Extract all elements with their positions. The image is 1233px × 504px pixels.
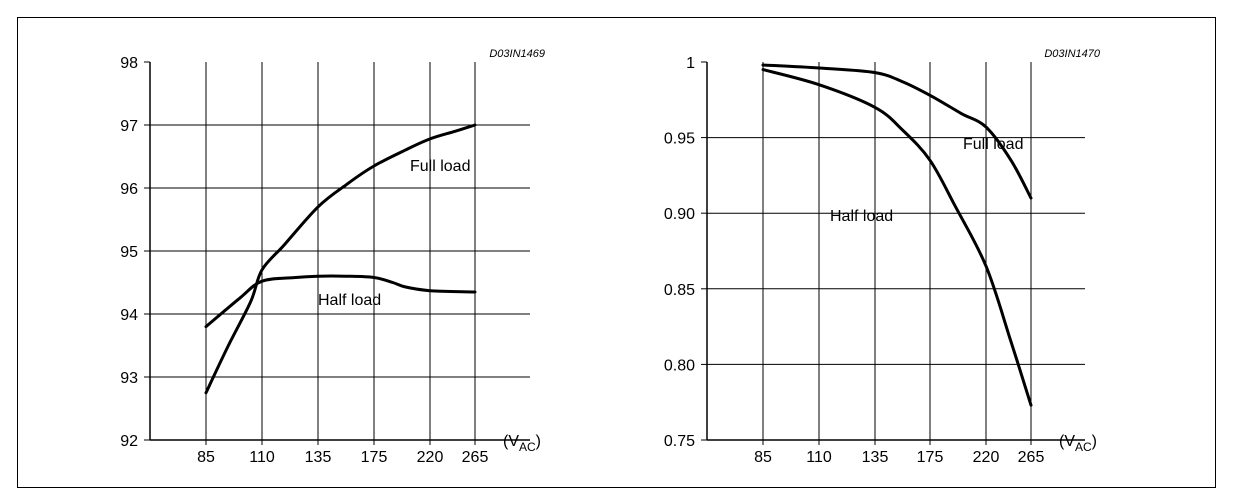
- x-tick-label: 135: [305, 449, 332, 466]
- right-x-unit: (VAC): [1059, 433, 1097, 454]
- full-load-series-line: [204, 123, 477, 395]
- x-tick-label: 110: [249, 449, 275, 466]
- x-tick-label: 220: [973, 449, 1000, 466]
- power-factor-chart: D03IN1470 0.75 0.80 0.85 0.90 0.95 1 85 110 135…: [664, 48, 1101, 466]
- x-tick-label: 110: [806, 449, 832, 466]
- left-x-unit: (VAC): [503, 433, 541, 454]
- y-tick-label: 0.90: [664, 206, 695, 223]
- left-chart-code: D03IN1469: [489, 48, 545, 60]
- y-tick-label: 98: [120, 55, 138, 72]
- x-tick-label: 135: [862, 449, 889, 466]
- right-chart-code: D03IN1470: [1044, 48, 1101, 60]
- y-tick-label: 97: [120, 118, 138, 135]
- half-load-series-line: [204, 274, 477, 329]
- left-grid: [144, 61, 530, 445]
- y-tick-label: 0.80: [664, 357, 695, 374]
- right-label-full-load: Full load: [963, 136, 1023, 153]
- y-tick-label: 0.85: [664, 282, 695, 299]
- left-series: [204, 123, 477, 395]
- figure-frame: [17, 17, 1216, 488]
- right-series: [761, 63, 1033, 407]
- x-tick-label: 85: [197, 449, 215, 466]
- efficiency-chart: D03IN1469 92 93 94 95 96 97 98 85 110 135 175 220 2…: [120, 48, 545, 466]
- x-tick-label: 265: [462, 449, 489, 466]
- left-y-ticks: 92 93 94 95 96 97 98: [120, 55, 138, 450]
- y-tick-label: 93: [120, 370, 138, 387]
- y-tick-label: 1: [686, 55, 695, 72]
- x-tick-label: 175: [917, 449, 944, 466]
- x-tick-label: 265: [1018, 449, 1045, 466]
- left-label-half-load: Half load: [318, 292, 381, 309]
- left-label-full-load: Full load: [410, 158, 470, 175]
- x-tick-label: 85: [754, 449, 772, 466]
- y-tick-label: 0.95: [664, 131, 695, 148]
- right-x-ticks: 85 110 135 175 220 265: [754, 449, 1044, 466]
- y-tick-label: 95: [120, 244, 138, 261]
- right-label-half-load: Half load: [830, 208, 893, 225]
- y-tick-label: 92: [120, 433, 138, 450]
- y-tick-label: 96: [120, 181, 138, 198]
- x-tick-label: 175: [361, 449, 388, 466]
- y-tick-label: 0.75: [664, 433, 695, 450]
- full-load-series-line: [761, 63, 1033, 200]
- right-y-ticks: 0.75 0.80 0.85 0.90 0.95 1: [664, 55, 695, 450]
- y-tick-label: 94: [120, 307, 138, 324]
- x-tick-label: 220: [417, 449, 444, 466]
- half-load-series-line: [761, 68, 1033, 407]
- left-x-ticks: 85 110 135 175 220 265: [197, 449, 488, 466]
